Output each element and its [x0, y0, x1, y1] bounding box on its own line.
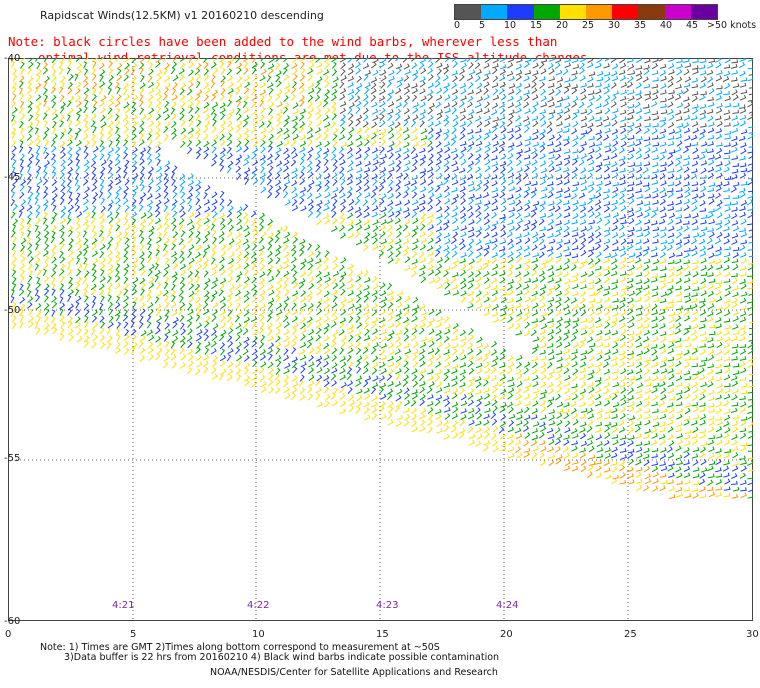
colorbar-swatch	[612, 5, 639, 19]
wind-speed-colorbar	[454, 4, 718, 20]
footer-note-line2: 3)Data buffer is 22 hrs from 20160210 4)…	[64, 652, 500, 663]
colorbar-swatch	[586, 5, 613, 19]
grid-lines	[8, 58, 753, 621]
colorbar-label: 30	[608, 20, 621, 31]
colorbar-swatch	[533, 5, 560, 19]
colorbar-label: 45	[686, 20, 699, 31]
lon-label-0: 0	[5, 629, 12, 640]
wind-barb-group	[12, 58, 747, 499]
colorbar-swatch	[481, 5, 508, 19]
lon-label-10: 10	[252, 629, 265, 640]
colorbar-label: >50 knots	[707, 20, 757, 31]
footer-note-line1: Note: 1) Times are GMT 2)Times along bot…	[40, 642, 440, 653]
lon-label-20: 20	[500, 629, 513, 640]
colorbar-label: 40	[660, 20, 673, 31]
colorbar-swatch	[507, 5, 534, 19]
colorbar-swatch	[455, 5, 482, 19]
wind-barb-group	[11, 58, 753, 259]
lon-label-15: 15	[376, 629, 389, 640]
colorbar-label: 15	[530, 20, 543, 31]
colorbar-swatch	[638, 5, 665, 19]
lat-label-minus50: -50	[4, 305, 21, 316]
colorbar-swatch	[559, 5, 587, 19]
wind-barb-map	[8, 58, 753, 621]
time-label-0423: 4:23	[376, 600, 399, 611]
colorbar-label: 25	[582, 20, 595, 31]
colorbar-swatch	[690, 5, 718, 19]
wind-barb-group	[10, 58, 753, 499]
map-title: Rapidscat Winds(12.5KM) v1 20160210 desc…	[40, 9, 324, 22]
lat-label-minus60: -60	[4, 616, 21, 627]
lon-label-25: 25	[624, 629, 637, 640]
wind-barb-group	[10, 58, 753, 499]
lat-label-minus40: -40	[4, 53, 21, 64]
colorbar-swatch	[664, 5, 691, 19]
colorbar-label: 10	[504, 20, 517, 31]
lat-label-minus55: -55	[4, 453, 21, 464]
time-label-0421: 4:21	[112, 600, 135, 611]
colorbar-label: 35	[634, 20, 647, 31]
warning-note-line1: Note: black circles have been added to t…	[8, 34, 558, 49]
colorbar-label: 5	[479, 20, 486, 31]
lon-label-30: 30	[746, 629, 759, 640]
wind-barb-group	[10, 126, 753, 493]
lon-label-5: 5	[130, 629, 137, 640]
time-label-0424: 4:24	[496, 600, 519, 611]
colorbar-label: 0	[454, 20, 461, 31]
wind-barbs-layer	[10, 58, 753, 499]
lat-label-minus45: -45	[4, 172, 21, 183]
wind-barb-group	[339, 58, 753, 129]
colorbar-labels: 0 5 10 15 20 25 30 35 40 45 >50 knots	[452, 20, 760, 34]
footer-credit: NOAA/NESDIS/Center for Satellite Applica…	[210, 667, 498, 678]
colorbar-label: 20	[556, 20, 569, 31]
time-label-0422: 4:22	[247, 600, 270, 611]
